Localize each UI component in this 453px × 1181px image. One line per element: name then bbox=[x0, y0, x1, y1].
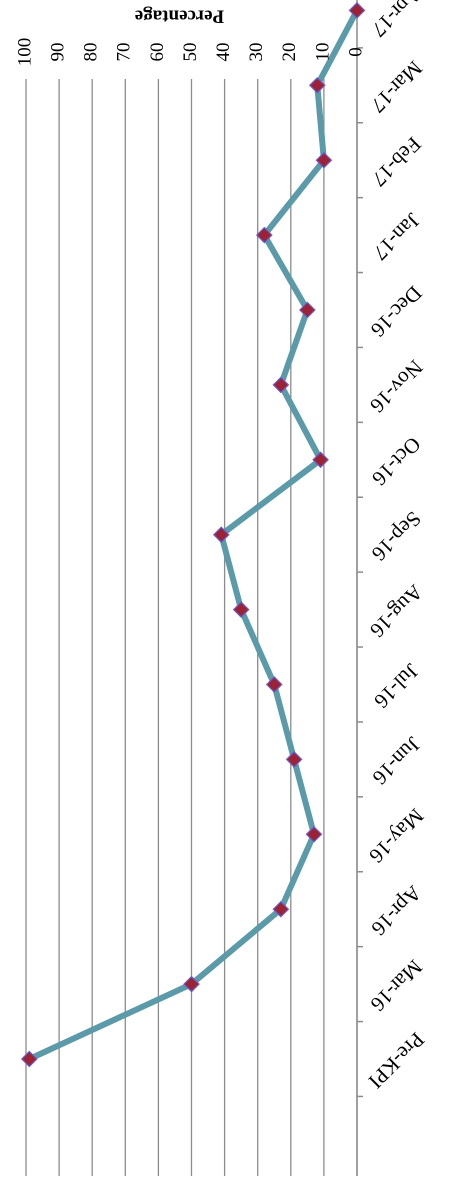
data-point-marker bbox=[255, 226, 273, 244]
x-tick-label: Feb-17 bbox=[367, 132, 426, 191]
y-tick-label: 60 bbox=[147, 43, 168, 62]
series-line bbox=[26, 7, 360, 1062]
x-tick-label: Jan-17 bbox=[368, 208, 425, 265]
x-tick-label: Sep-16 bbox=[367, 507, 426, 566]
data-point-marker bbox=[305, 825, 323, 843]
x-tick-label: Pre-KPI bbox=[364, 1028, 430, 1094]
data-point-marker bbox=[212, 526, 230, 544]
x-tick-label: Apr-17 bbox=[367, 0, 427, 42]
x-tick-label: Apr-16 bbox=[367, 881, 427, 941]
x-tick-label: Mar-17 bbox=[366, 56, 427, 117]
x-tick-label: Aug-16 bbox=[365, 580, 427, 642]
x-tick-label: Jul-16 bbox=[369, 659, 423, 713]
y-tick-label: 20 bbox=[279, 43, 300, 62]
y-tick-label: 10 bbox=[312, 43, 333, 62]
data-point-marker bbox=[20, 1050, 38, 1068]
data-point-marker bbox=[272, 900, 290, 918]
axes bbox=[356, 0, 363, 1176]
data-point-marker bbox=[285, 751, 303, 768]
data-point-marker bbox=[299, 301, 316, 319]
data-point-marker bbox=[348, 2, 366, 19]
y-tick-label: 70 bbox=[114, 43, 135, 62]
y-tick-label: 80 bbox=[81, 43, 102, 62]
y-tick-label: 50 bbox=[180, 43, 201, 62]
x-tick-label: Nov-16 bbox=[365, 355, 427, 417]
data-point-marker bbox=[232, 601, 250, 618]
data-point-marker bbox=[315, 151, 333, 169]
y-tick-label: 90 bbox=[47, 43, 68, 62]
y-tick-label: 40 bbox=[213, 43, 234, 62]
data-point-marker bbox=[308, 76, 326, 94]
data-point-marker bbox=[183, 975, 200, 993]
x-tick-label: May-16 bbox=[365, 804, 429, 868]
y-tick-label: 100 bbox=[14, 38, 35, 67]
y-tick-label: 0 bbox=[345, 47, 366, 57]
x-tick-label: Oct-16 bbox=[367, 432, 425, 490]
y-axis-title: Percentage bbox=[135, 6, 224, 27]
gridlines bbox=[25, 79, 358, 1176]
data-point-marker bbox=[265, 676, 283, 693]
y-tick-label: 30 bbox=[246, 43, 267, 62]
series bbox=[20, 2, 366, 1068]
x-tick-label: Jun-16 bbox=[368, 732, 425, 789]
x-tick-label: Mar-16 bbox=[366, 955, 427, 1016]
x-tick-label: Dec-16 bbox=[366, 281, 427, 342]
data-point-marker bbox=[272, 376, 290, 394]
data-point-marker bbox=[312, 451, 329, 469]
